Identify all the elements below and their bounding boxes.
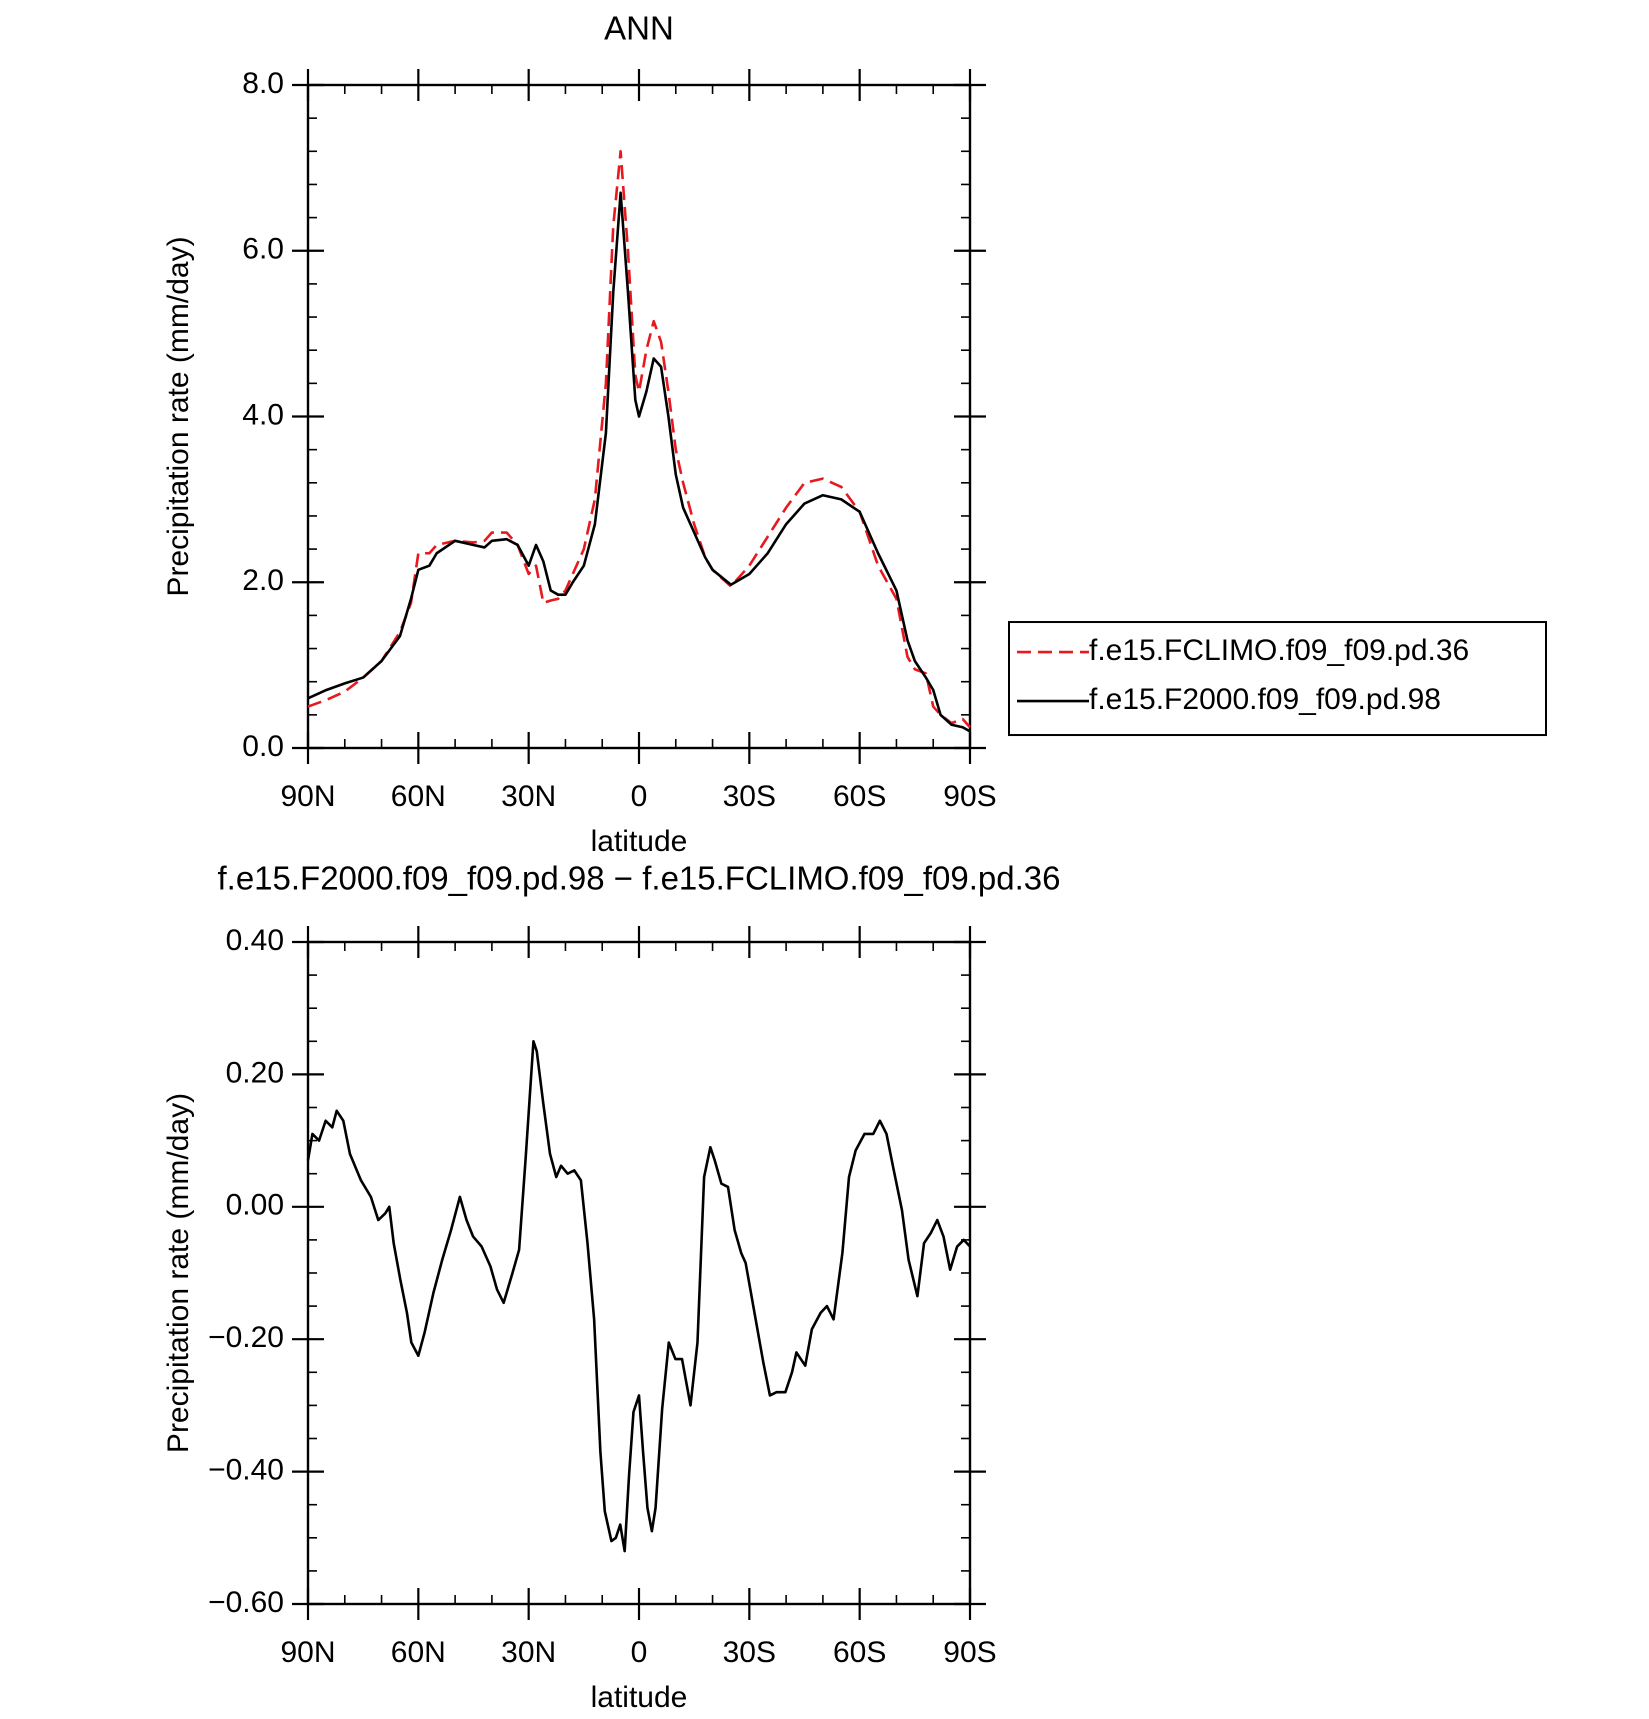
legend-label: f.e15.F2000.f09_f09.pd.98 (1089, 683, 1441, 716)
x-tick-label: 30N (501, 1636, 556, 1669)
y-tick-label: 0.00 (226, 1189, 284, 1222)
y-tick-label: 6.0 (242, 233, 284, 266)
x-tick-label: 90N (280, 780, 335, 813)
x-axis-label: latitude (591, 825, 688, 858)
x-axis-label: latitude (591, 1681, 688, 1714)
y-tick-label: 0.20 (226, 1056, 284, 1089)
x-tick-label: 0 (631, 780, 648, 813)
y-tick-label: 0.0 (242, 730, 284, 763)
data-line (307, 191, 971, 733)
data-line (306, 1040, 971, 1553)
y-tick-label: −0.60 (208, 1586, 284, 1619)
y-tick-label: 0.40 (226, 924, 284, 957)
x-tick-label: 60N (391, 1636, 446, 1669)
y-tick-label: 2.0 (242, 564, 284, 597)
x-tick-label: 90N (280, 1636, 335, 1669)
legend-box (1008, 621, 1547, 737)
chart-title: f.e15.F2000.f09_f09.pd.98 − f.e15.FCLIMO… (217, 860, 1060, 897)
y-tick-label: −0.40 (208, 1454, 284, 1487)
x-tick-label: 90S (943, 780, 996, 813)
y-tick-label: 8.0 (242, 67, 284, 100)
chart-title: ANN (604, 10, 674, 47)
plot-frame (306, 83, 972, 750)
y-tick-label: −0.20 (208, 1321, 284, 1354)
legend-label: f.e15.FCLIMO.f09_f09.pd.36 (1089, 634, 1469, 667)
y-axis-label: Precipitation rate (mm/day) (162, 236, 195, 596)
y-tick-label: 4.0 (242, 398, 284, 431)
x-tick-label: 30N (501, 780, 556, 813)
x-tick-label: 90S (943, 1636, 996, 1669)
x-tick-label: 0 (631, 1636, 648, 1669)
x-tick-label: 60S (833, 1636, 886, 1669)
x-tick-label: 60S (833, 780, 886, 813)
y-axis-label: Precipitation rate (mm/day) (162, 1093, 195, 1453)
data-line (307, 150, 971, 729)
x-tick-label: 60N (391, 780, 446, 813)
plot-frame (306, 940, 972, 1606)
x-tick-label: 30S (723, 780, 776, 813)
x-tick-label: 30S (723, 1636, 776, 1669)
